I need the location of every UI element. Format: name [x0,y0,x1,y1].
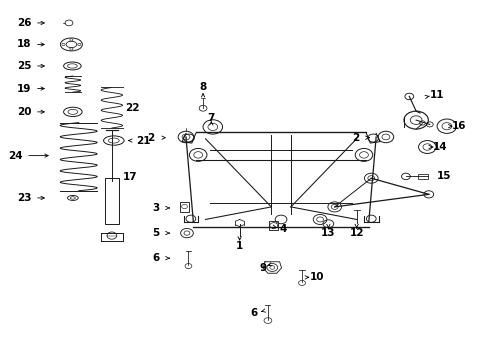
Text: 6: 6 [152,253,159,263]
Text: 24: 24 [8,150,22,161]
Text: 15: 15 [436,171,451,181]
Text: 26: 26 [17,18,31,28]
Text: 17: 17 [122,172,137,182]
Text: 4: 4 [279,225,286,234]
Text: 14: 14 [432,142,447,152]
Text: 18: 18 [17,40,31,49]
Bar [180,202,188,212]
Text: 11: 11 [429,90,444,100]
Bar [417,174,427,179]
Text: 16: 16 [451,121,466,131]
Text: 12: 12 [349,228,363,238]
Text: 19: 19 [17,84,31,94]
Text: 5: 5 [152,228,159,238]
Text: 20: 20 [17,107,31,117]
Text: 25: 25 [17,61,31,71]
Text: 21: 21 [136,136,150,145]
Bar [269,221,278,230]
Text: 13: 13 [321,228,335,238]
Text: 9: 9 [259,263,266,273]
Text: 6: 6 [250,309,257,318]
Text: 2: 2 [147,133,154,143]
Bar [105,178,119,224]
Text: 2: 2 [351,133,359,143]
Text: 23: 23 [17,193,31,203]
Text: 1: 1 [236,241,243,251]
Text: 7: 7 [207,113,215,123]
Text: 8: 8 [199,82,206,92]
Text: 22: 22 [125,103,139,113]
Text: 3: 3 [152,203,159,213]
Text: 10: 10 [309,272,323,282]
